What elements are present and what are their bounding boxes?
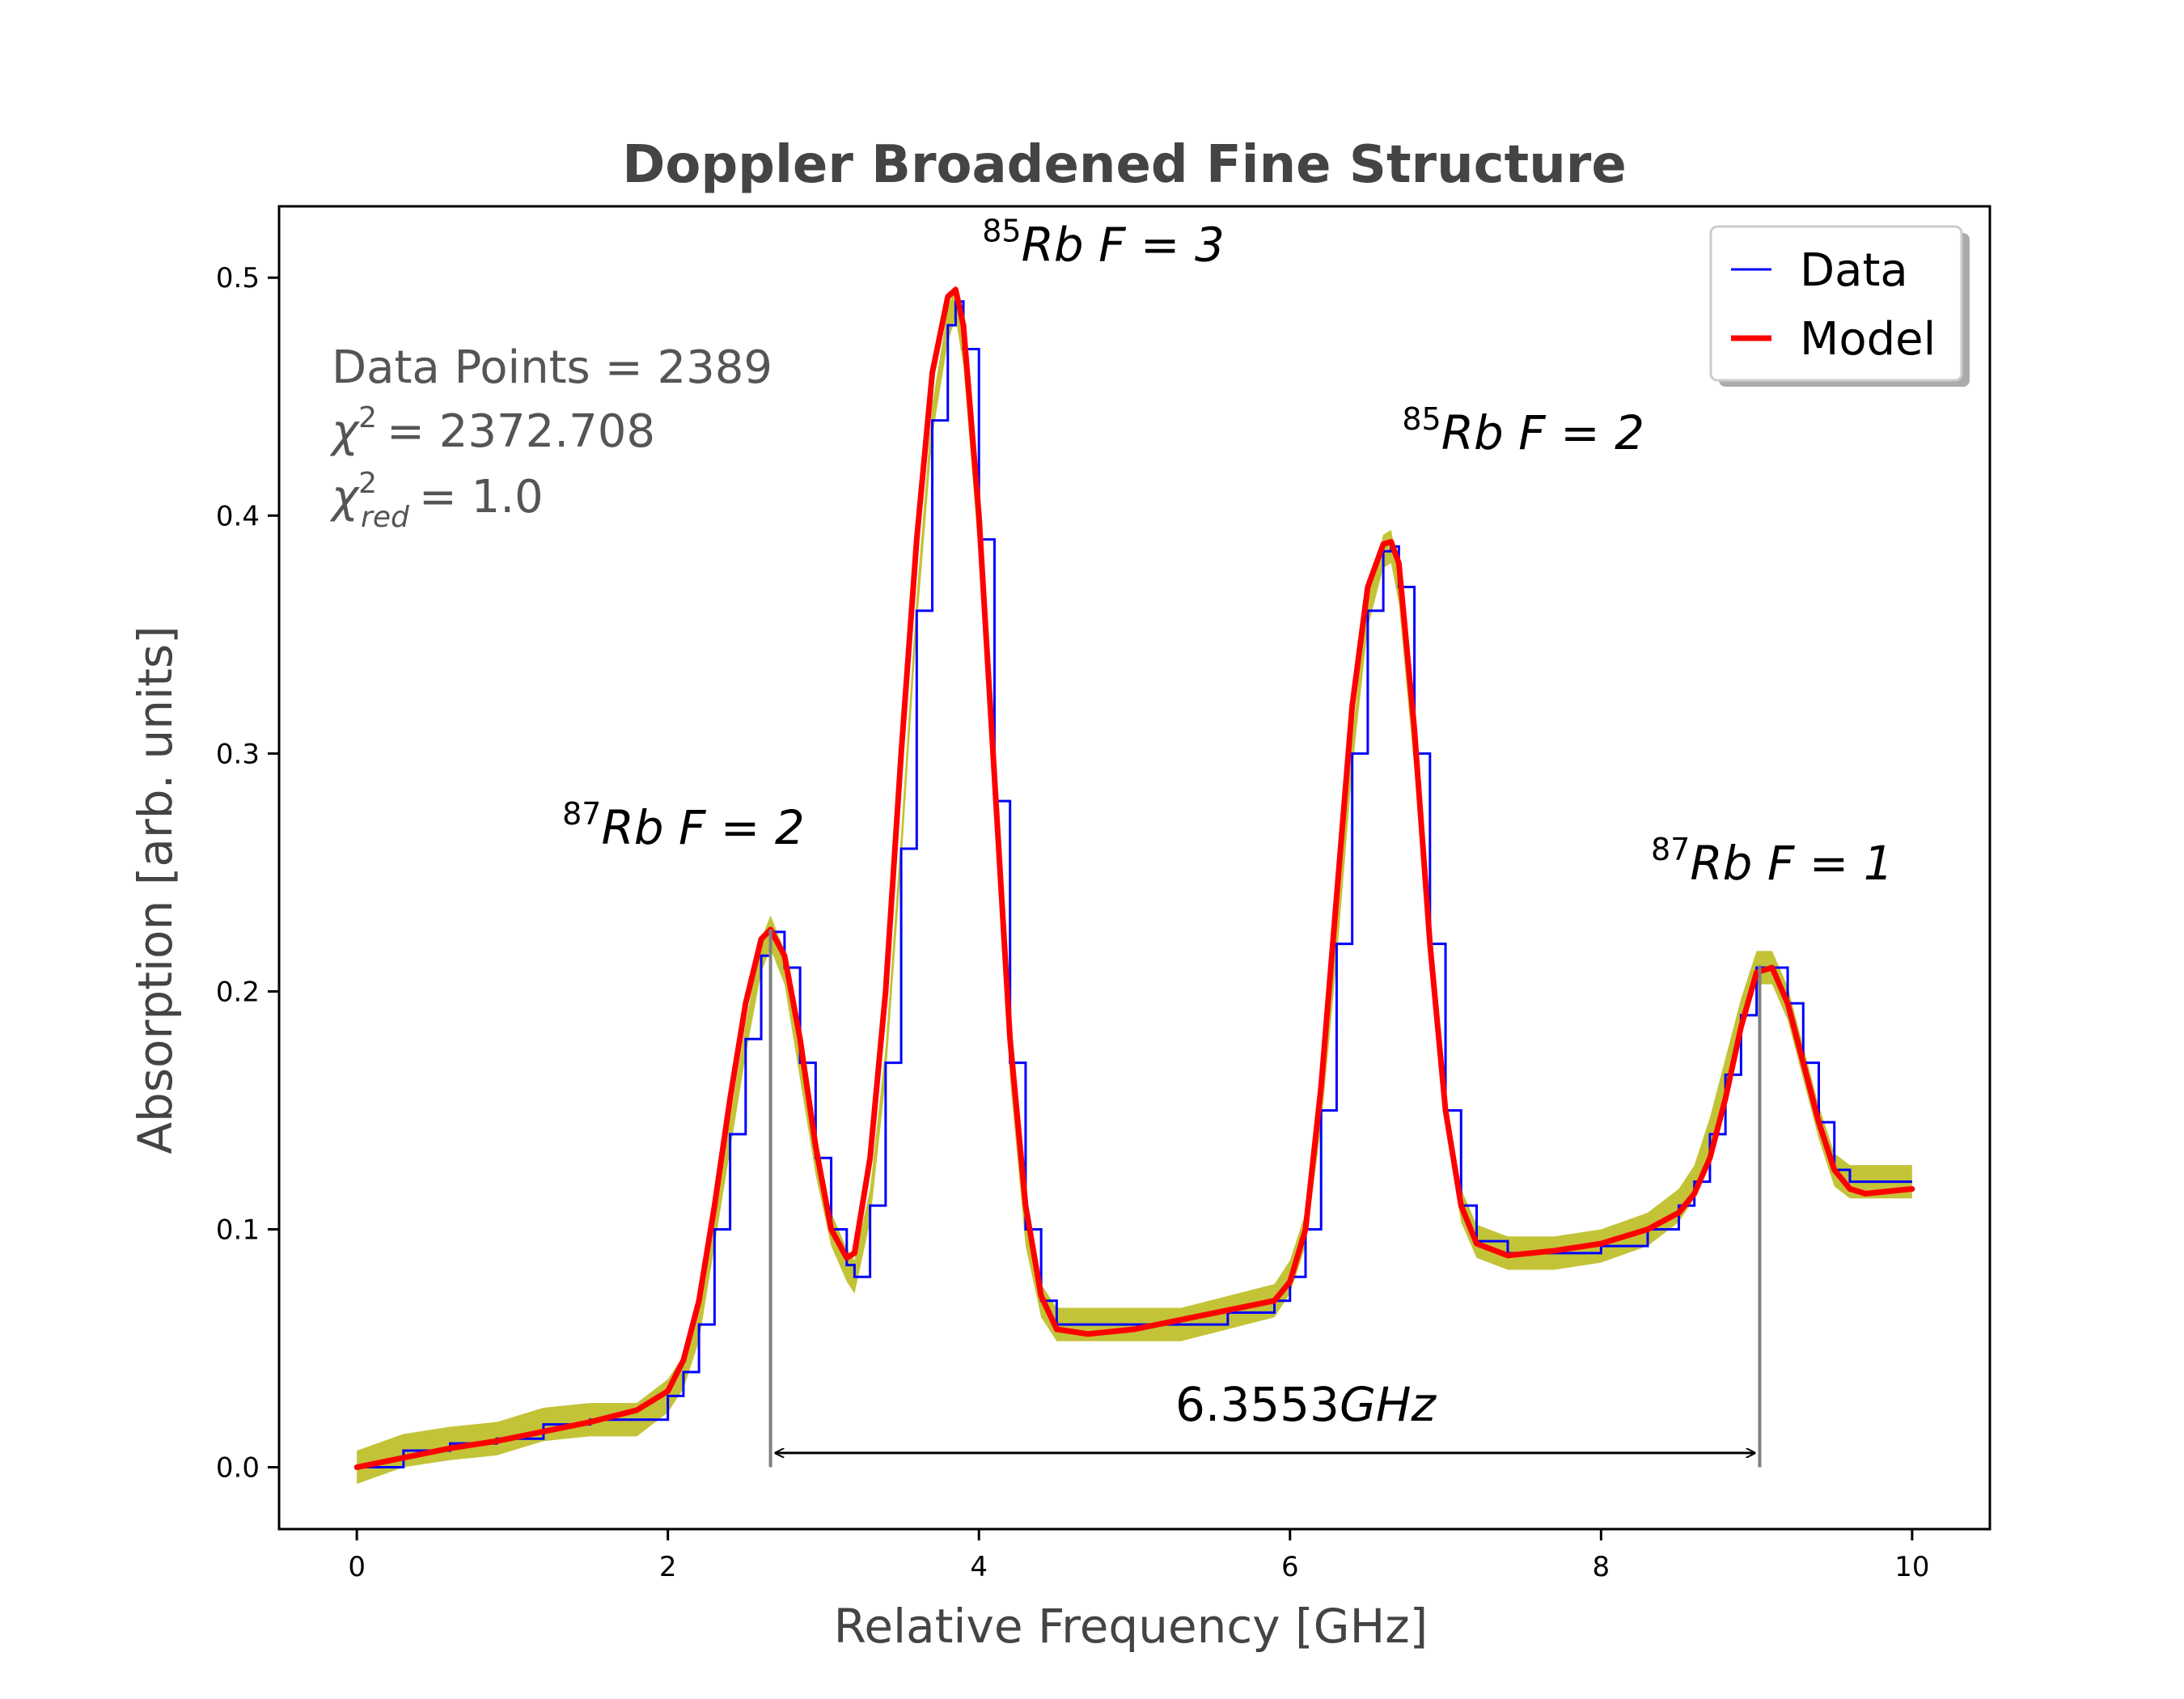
- x-tick-label: 6: [1281, 1551, 1299, 1583]
- data-error-band: [357, 285, 1912, 1485]
- x-tick-label: 2: [659, 1551, 677, 1583]
- peak-label: 87Rb F = 1: [1651, 832, 1894, 891]
- y-tick-label: 0.4: [216, 500, 260, 532]
- peak-label: 85Rb F = 2: [1402, 401, 1644, 460]
- y-tick-label: 0.1: [216, 1214, 260, 1246]
- x-axis-ticks: 0 2 4 6 8 10: [348, 1529, 1929, 1583]
- plot-frame: [277, 205, 1991, 1531]
- stat-reduced-chi-squared: χ2 red = 1.0: [329, 467, 544, 534]
- legend: Data Model: [1709, 225, 1970, 387]
- chart-title: Doppler Broadened Fine Structure: [622, 135, 1626, 195]
- y-tick-label: 0.5: [216, 262, 260, 294]
- x-tick-label: 8: [1592, 1551, 1610, 1583]
- x-tick-label: 10: [1894, 1551, 1929, 1583]
- legend-data-label: Data: [1800, 244, 1908, 297]
- peak-labels: 87Rb F = 2 85Rb F = 3 85Rb F = 2 87Rb F = 1: [562, 214, 1894, 892]
- peak-label: 85Rb F = 3: [982, 214, 1225, 273]
- peak-label: 87Rb F = 2: [562, 796, 805, 855]
- separation-label: 6.3553GHz: [1175, 1377, 1437, 1432]
- y-axis-label: Absorption [arb. units]: [128, 625, 183, 1154]
- y-tick-label: 0.2: [216, 976, 260, 1008]
- stat-chi-squared: χ2 = 2372.708: [329, 401, 655, 458]
- x-tick-label: 0: [348, 1551, 366, 1583]
- data-series-line: [357, 300, 1912, 1469]
- x-tick-label: 4: [970, 1551, 988, 1583]
- y-tick-label: 0.3: [216, 738, 260, 770]
- y-axis-ticks: 0.0 0.1 0.2 0.3 0.4 0.5: [216, 262, 279, 1485]
- stat-data-points: Data Points = 2389: [332, 341, 772, 394]
- y-tick-label: 0.0: [216, 1452, 260, 1485]
- model-series-line: [353, 286, 1915, 1471]
- fit-statistics: Data Points = 2389 χ2 = 2372.708 χ2 red = 1.…: [329, 341, 772, 534]
- legend-model-label: Model: [1800, 313, 1936, 366]
- x-axis-label: Relative Frequency [GHz]: [834, 1599, 1428, 1654]
- legend-box: [1709, 225, 1963, 382]
